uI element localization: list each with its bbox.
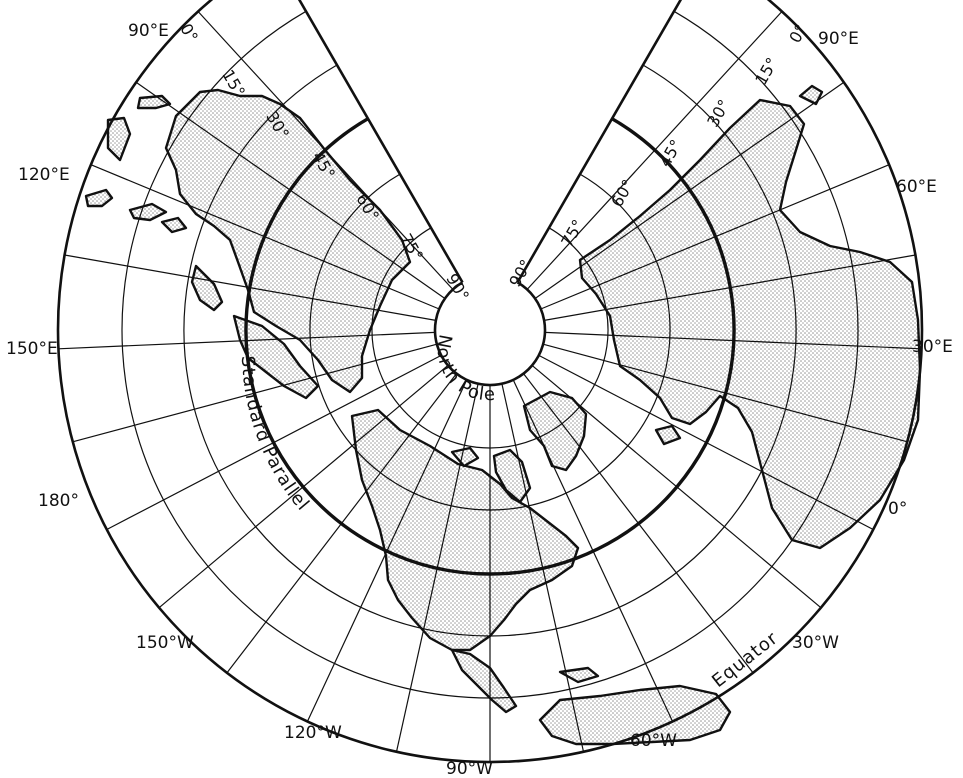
meridian-line <box>501 383 585 752</box>
indonesia-island-a <box>84 188 114 208</box>
lon-label-150w: 150°W <box>136 633 194 653</box>
lon-label-180: 180° <box>38 491 79 511</box>
lat-label-left-90: 90° <box>442 270 473 304</box>
lobe-edge-meridian <box>516 0 683 284</box>
lon-label-90e-left: 90°E <box>128 21 169 41</box>
meridian-line <box>526 11 783 290</box>
meridian-line <box>523 373 754 674</box>
meridian-line <box>90 164 440 310</box>
south-america-landmass <box>538 684 732 746</box>
meridian-line <box>538 354 874 531</box>
meridian-line <box>64 254 436 321</box>
meridian-line <box>72 343 438 443</box>
lon-label-90w: 90°W <box>446 759 493 778</box>
greenland-landmass <box>522 390 588 472</box>
meridian-line <box>542 343 908 443</box>
meridian-line <box>540 164 890 310</box>
lon-label-150e: 150°E <box>6 339 58 359</box>
meridian-line <box>512 379 674 722</box>
lon-label-60e: 60°E <box>896 177 937 197</box>
arctic-island-a <box>492 448 532 504</box>
indonesia-island-b <box>128 202 168 222</box>
meridian-line <box>544 254 916 321</box>
philippines-island <box>106 116 132 162</box>
indonesia-island-c <box>160 216 188 234</box>
lon-label-60w: 60°W <box>630 731 677 751</box>
central-america <box>450 648 518 714</box>
meridian-line <box>395 383 479 752</box>
meridian-line <box>135 81 446 299</box>
meridian-line <box>197 11 454 290</box>
meridian-line <box>226 373 457 674</box>
meridian-line <box>106 354 442 531</box>
graticule <box>56 0 924 764</box>
lat-label-left-0: 0° <box>176 20 202 45</box>
lon-label-30w: 30°W <box>792 633 839 653</box>
lon-label-90e-right: 90°E <box>818 29 859 49</box>
meridian-line <box>306 379 468 722</box>
meridian-line <box>158 364 449 609</box>
meridian-line <box>531 364 822 609</box>
meridian-line <box>544 331 922 350</box>
lat-label-right-30: 30° <box>703 96 734 130</box>
lon-label-120w: 120°W <box>284 723 342 743</box>
lat-label-right-45: 45° <box>655 136 686 170</box>
caribbean-island <box>558 666 600 684</box>
lat-label-right-60: 60° <box>607 176 638 210</box>
europe-africa-landmass <box>578 98 922 550</box>
lon-label-0: 0° <box>888 499 907 519</box>
left-lobe-longitude-labels: 90°E 120°E 150°E 180° 150°W 120°W 90°W <box>6 21 493 778</box>
pole-arc-line <box>433 281 547 387</box>
lobe-edge-meridian <box>297 0 464 284</box>
meridian-line <box>58 331 436 350</box>
british-isles <box>798 84 824 106</box>
lon-label-30e: 30°E <box>912 337 953 357</box>
north-pole-label: North Pole <box>432 333 496 406</box>
south-asia-peninsula <box>190 264 224 312</box>
lat-label-right-0: 0° <box>785 21 811 46</box>
right-lobe-longitude-labels: 90°E 60°E 30°E 0° 30°W 60°W <box>630 29 953 751</box>
landmasses <box>84 84 922 746</box>
mediterranean-island <box>654 424 682 446</box>
lat-label-right-15: 15° <box>751 54 782 88</box>
asia-landmass <box>164 88 412 394</box>
japan-island <box>136 94 172 110</box>
lon-label-120e: 120°E <box>18 165 70 185</box>
meridian-line <box>534 81 845 299</box>
lat-label-right-75: 75° <box>557 216 588 250</box>
